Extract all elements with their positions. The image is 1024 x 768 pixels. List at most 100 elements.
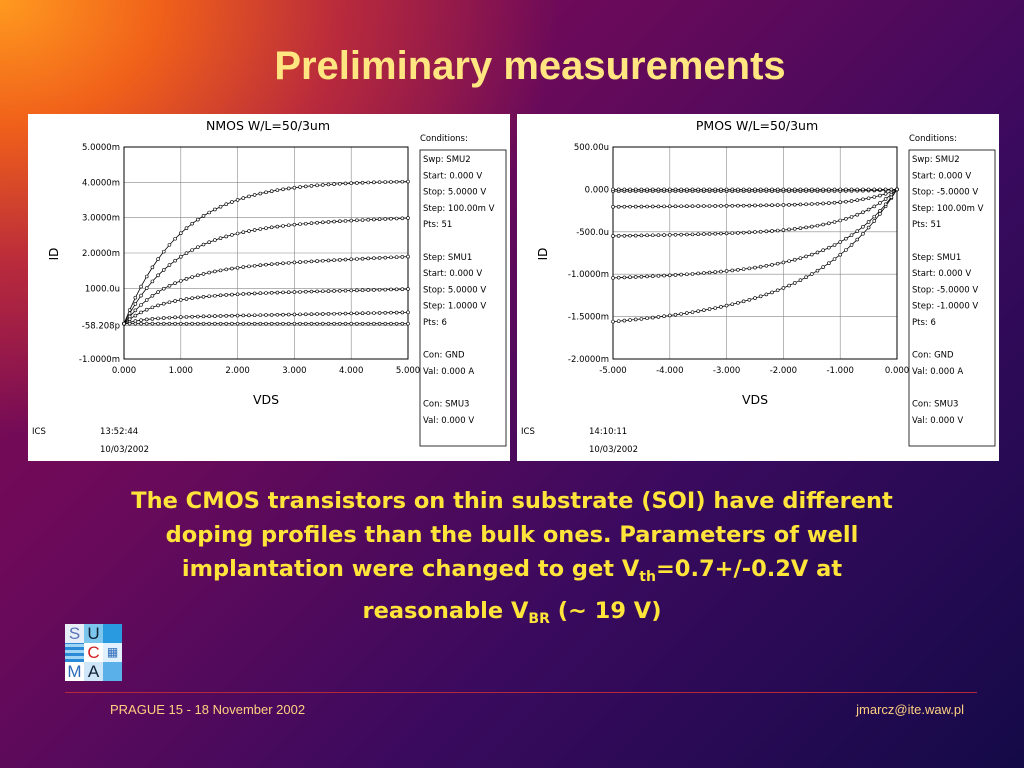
nmos-data-point <box>133 295 138 300</box>
nmos-data-point <box>298 260 302 264</box>
nmos-data-point <box>247 264 251 269</box>
nmos-data-point <box>372 288 376 292</box>
pmos-data-point <box>764 187 769 192</box>
pmos-condition-line: Stop: -5.0000 V <box>912 188 978 198</box>
nmos-data-point <box>179 231 183 236</box>
pmos-conditions-box <box>908 149 996 447</box>
nmos-data-point <box>377 180 382 184</box>
pmos-data-point <box>861 231 865 236</box>
nmos-data-point <box>309 221 314 225</box>
footer-email: jmarcz@ite.waw.pl <box>856 702 964 717</box>
pmos-data-point <box>736 187 740 192</box>
logo-chip-icon: ▦ <box>103 643 122 662</box>
pmos-data-point <box>656 187 661 192</box>
nmos-data-point <box>133 308 138 313</box>
nmos-data-point <box>338 219 342 224</box>
nmos-data-point <box>252 228 257 232</box>
pmos-data-point <box>872 187 877 192</box>
nmos-data-point <box>179 315 183 319</box>
nmos-data-point <box>161 268 166 272</box>
nmos-data-point <box>406 179 410 184</box>
pmos-data-point <box>616 204 621 209</box>
nmos-data-point <box>303 259 308 264</box>
pmos-chart-panel: PMOS W/L=50/3um -5.000 -4.000 -3.000 -2.000 -… <box>517 114 999 461</box>
pmos-data-point <box>849 243 854 247</box>
pmos-data-point <box>798 187 803 192</box>
pmos-data-point <box>895 187 899 192</box>
pmos-data-point <box>838 240 843 244</box>
nmos-data-point <box>150 265 155 270</box>
nmos-data-point <box>218 321 223 326</box>
nmos-data-point <box>315 321 319 326</box>
nmos-data-point <box>235 313 240 318</box>
nmos-data-point <box>343 257 348 262</box>
nmos-data-point <box>303 312 308 317</box>
pmos-data-point <box>707 232 712 236</box>
pmos-data-point <box>662 233 666 237</box>
pmos-condition-line: Start: 0.000 V <box>912 171 971 181</box>
pmos-data-point <box>668 187 672 192</box>
nmos-data-point <box>355 257 359 261</box>
nmos-footer-label: ICS <box>32 427 46 437</box>
nmos-data-point <box>184 277 189 281</box>
nmos-data-point <box>196 273 200 278</box>
pmos-data-point <box>844 236 848 241</box>
nmos-data-point <box>372 311 376 315</box>
pmos-data-point <box>775 187 780 192</box>
nmos-y-tick-label: 5.0000m <box>82 143 120 153</box>
nmos-data-point <box>156 257 160 261</box>
nmos-data-point <box>161 316 166 320</box>
nmos-data-point <box>184 297 189 301</box>
pmos-data-point <box>781 187 786 192</box>
nmos-data-point <box>320 220 325 225</box>
nmos-data-point <box>349 288 354 293</box>
pmos-data-point <box>883 202 888 207</box>
pmos-data-point <box>798 226 803 230</box>
nmos-data-point <box>235 265 240 270</box>
pmos-data-point <box>650 204 655 209</box>
nmos-data-point <box>230 266 234 271</box>
pmos-condition-line: Step: SMU1 <box>912 253 961 263</box>
nmos-data-point <box>179 254 183 259</box>
pmos-data-point <box>616 234 621 238</box>
nmos-data-point <box>394 321 399 326</box>
nmos-condition-line: Step: 1.0000 V <box>423 302 486 312</box>
nmos-data-point <box>224 234 229 239</box>
pmos-data-point <box>821 201 825 206</box>
nmos-data-point <box>355 321 359 326</box>
pmos-data-point <box>832 257 837 261</box>
nmos-condition-line: Pts: 51 <box>423 220 452 230</box>
pmos-y-tick-label: -1.0000m <box>568 270 609 280</box>
pmos-data-point <box>872 219 877 223</box>
pmos-condition-line: Step: -1.0000 V <box>912 302 978 312</box>
pmos-data-point <box>713 231 718 236</box>
pmos-data-point <box>753 265 757 270</box>
pmos-data-point <box>713 187 718 192</box>
pmos-data-point <box>844 187 848 192</box>
pmos-x-tick-label: -1.000 <box>826 366 853 376</box>
pmos-data-point <box>611 187 615 192</box>
nmos-data-point <box>292 185 297 190</box>
pmos-data-point <box>770 290 774 295</box>
nmos-condition-line: Con: GND <box>423 351 465 361</box>
pmos-data-point <box>821 248 825 253</box>
pmos-data-point <box>775 203 780 207</box>
pmos-data-point <box>775 288 780 293</box>
pmos-condition-line: Val: 0.000 A <box>912 367 963 377</box>
nmos-data-point <box>258 321 263 326</box>
nmos-data-point <box>184 226 189 231</box>
nmos-data-point <box>338 288 342 293</box>
nmos-y-tick-label: 4.0000m <box>82 178 120 188</box>
nmos-data-point <box>230 200 234 204</box>
nmos-data-point <box>247 313 251 318</box>
nmos-data-point <box>349 257 354 262</box>
pmos-data-point <box>855 212 860 217</box>
nmos-data-point <box>343 181 348 186</box>
nmos-data-point <box>241 265 246 269</box>
nmos-data-point <box>349 311 354 316</box>
nmos-condition-line: Step: 100.00m V <box>423 204 495 214</box>
pmos-data-point <box>679 312 683 316</box>
pmos-data-point <box>821 265 825 269</box>
logo-tile-grid <box>65 643 84 662</box>
nmos-data-point <box>252 291 257 296</box>
